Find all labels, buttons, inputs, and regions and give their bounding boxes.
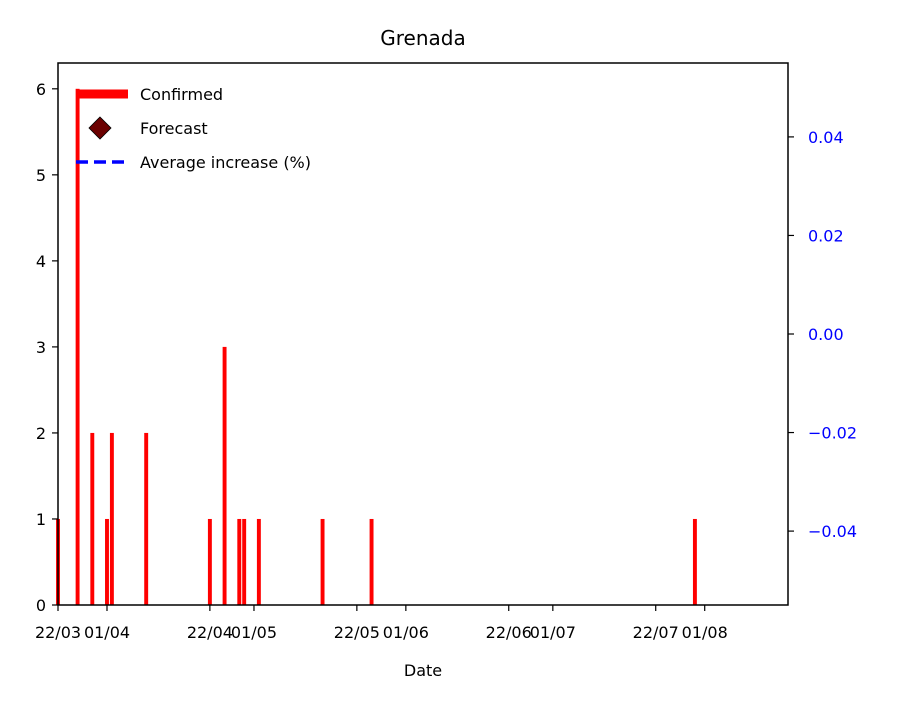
bar	[105, 518, 109, 605]
bar	[90, 432, 95, 605]
y2-tick-label: −0.04	[808, 522, 857, 541]
bar	[256, 518, 261, 605]
legend-label: Confirmed	[140, 85, 223, 104]
x-tick-label: 01/08	[682, 623, 728, 642]
bar	[109, 432, 114, 605]
bar	[144, 432, 149, 605]
x-tick-label: 22/03	[35, 623, 81, 642]
y-tick-label: 6	[36, 80, 46, 99]
y-tick-label: 1	[36, 510, 46, 529]
y2-tick-label: 0.02	[808, 226, 844, 245]
y-tick-label: 4	[36, 252, 46, 271]
x-tick-label: 01/05	[231, 623, 277, 642]
bar	[320, 518, 325, 605]
x-tick-label: 22/06	[486, 623, 532, 642]
y2-tick-label: −0.02	[808, 424, 857, 443]
x-tick-label: 22/05	[334, 623, 380, 642]
bar	[222, 346, 227, 605]
chart-title: Grenada	[380, 26, 465, 50]
y2-tick-label: 0.04	[808, 128, 844, 147]
left-axis: 0 1 2 3 4 5 6	[36, 80, 58, 615]
y-tick-label: 2	[36, 424, 46, 443]
y-tick-label: 3	[36, 338, 46, 357]
bar	[242, 518, 247, 605]
bar	[207, 518, 212, 605]
x-tick-label: 01/06	[383, 623, 429, 642]
y-tick-label: 0	[36, 596, 46, 615]
plot-frame	[57, 62, 789, 606]
legend-label: Forecast	[140, 119, 208, 138]
y2-tick-label: 0.00	[808, 325, 844, 344]
bar	[692, 518, 697, 605]
bars-group	[56, 88, 697, 606]
legend-marker	[88, 116, 112, 140]
legend: Confirmed Forecast Average increase (%)	[76, 85, 311, 172]
bar	[75, 88, 80, 606]
x-tick-label: 01/07	[530, 623, 576, 642]
x-tick-label: 22/04	[187, 623, 233, 642]
legend-label: Average increase (%)	[140, 153, 311, 172]
y-tick-label: 5	[36, 166, 46, 185]
right-axis: 0.04 0.02 0.00 −0.02 −0.04	[788, 128, 857, 541]
x-axis-label: Date	[404, 661, 442, 680]
bar	[369, 518, 374, 605]
x-tick-label: 01/04	[84, 623, 130, 642]
bar	[237, 518, 242, 605]
x-tick-label: 22/07	[633, 623, 679, 642]
